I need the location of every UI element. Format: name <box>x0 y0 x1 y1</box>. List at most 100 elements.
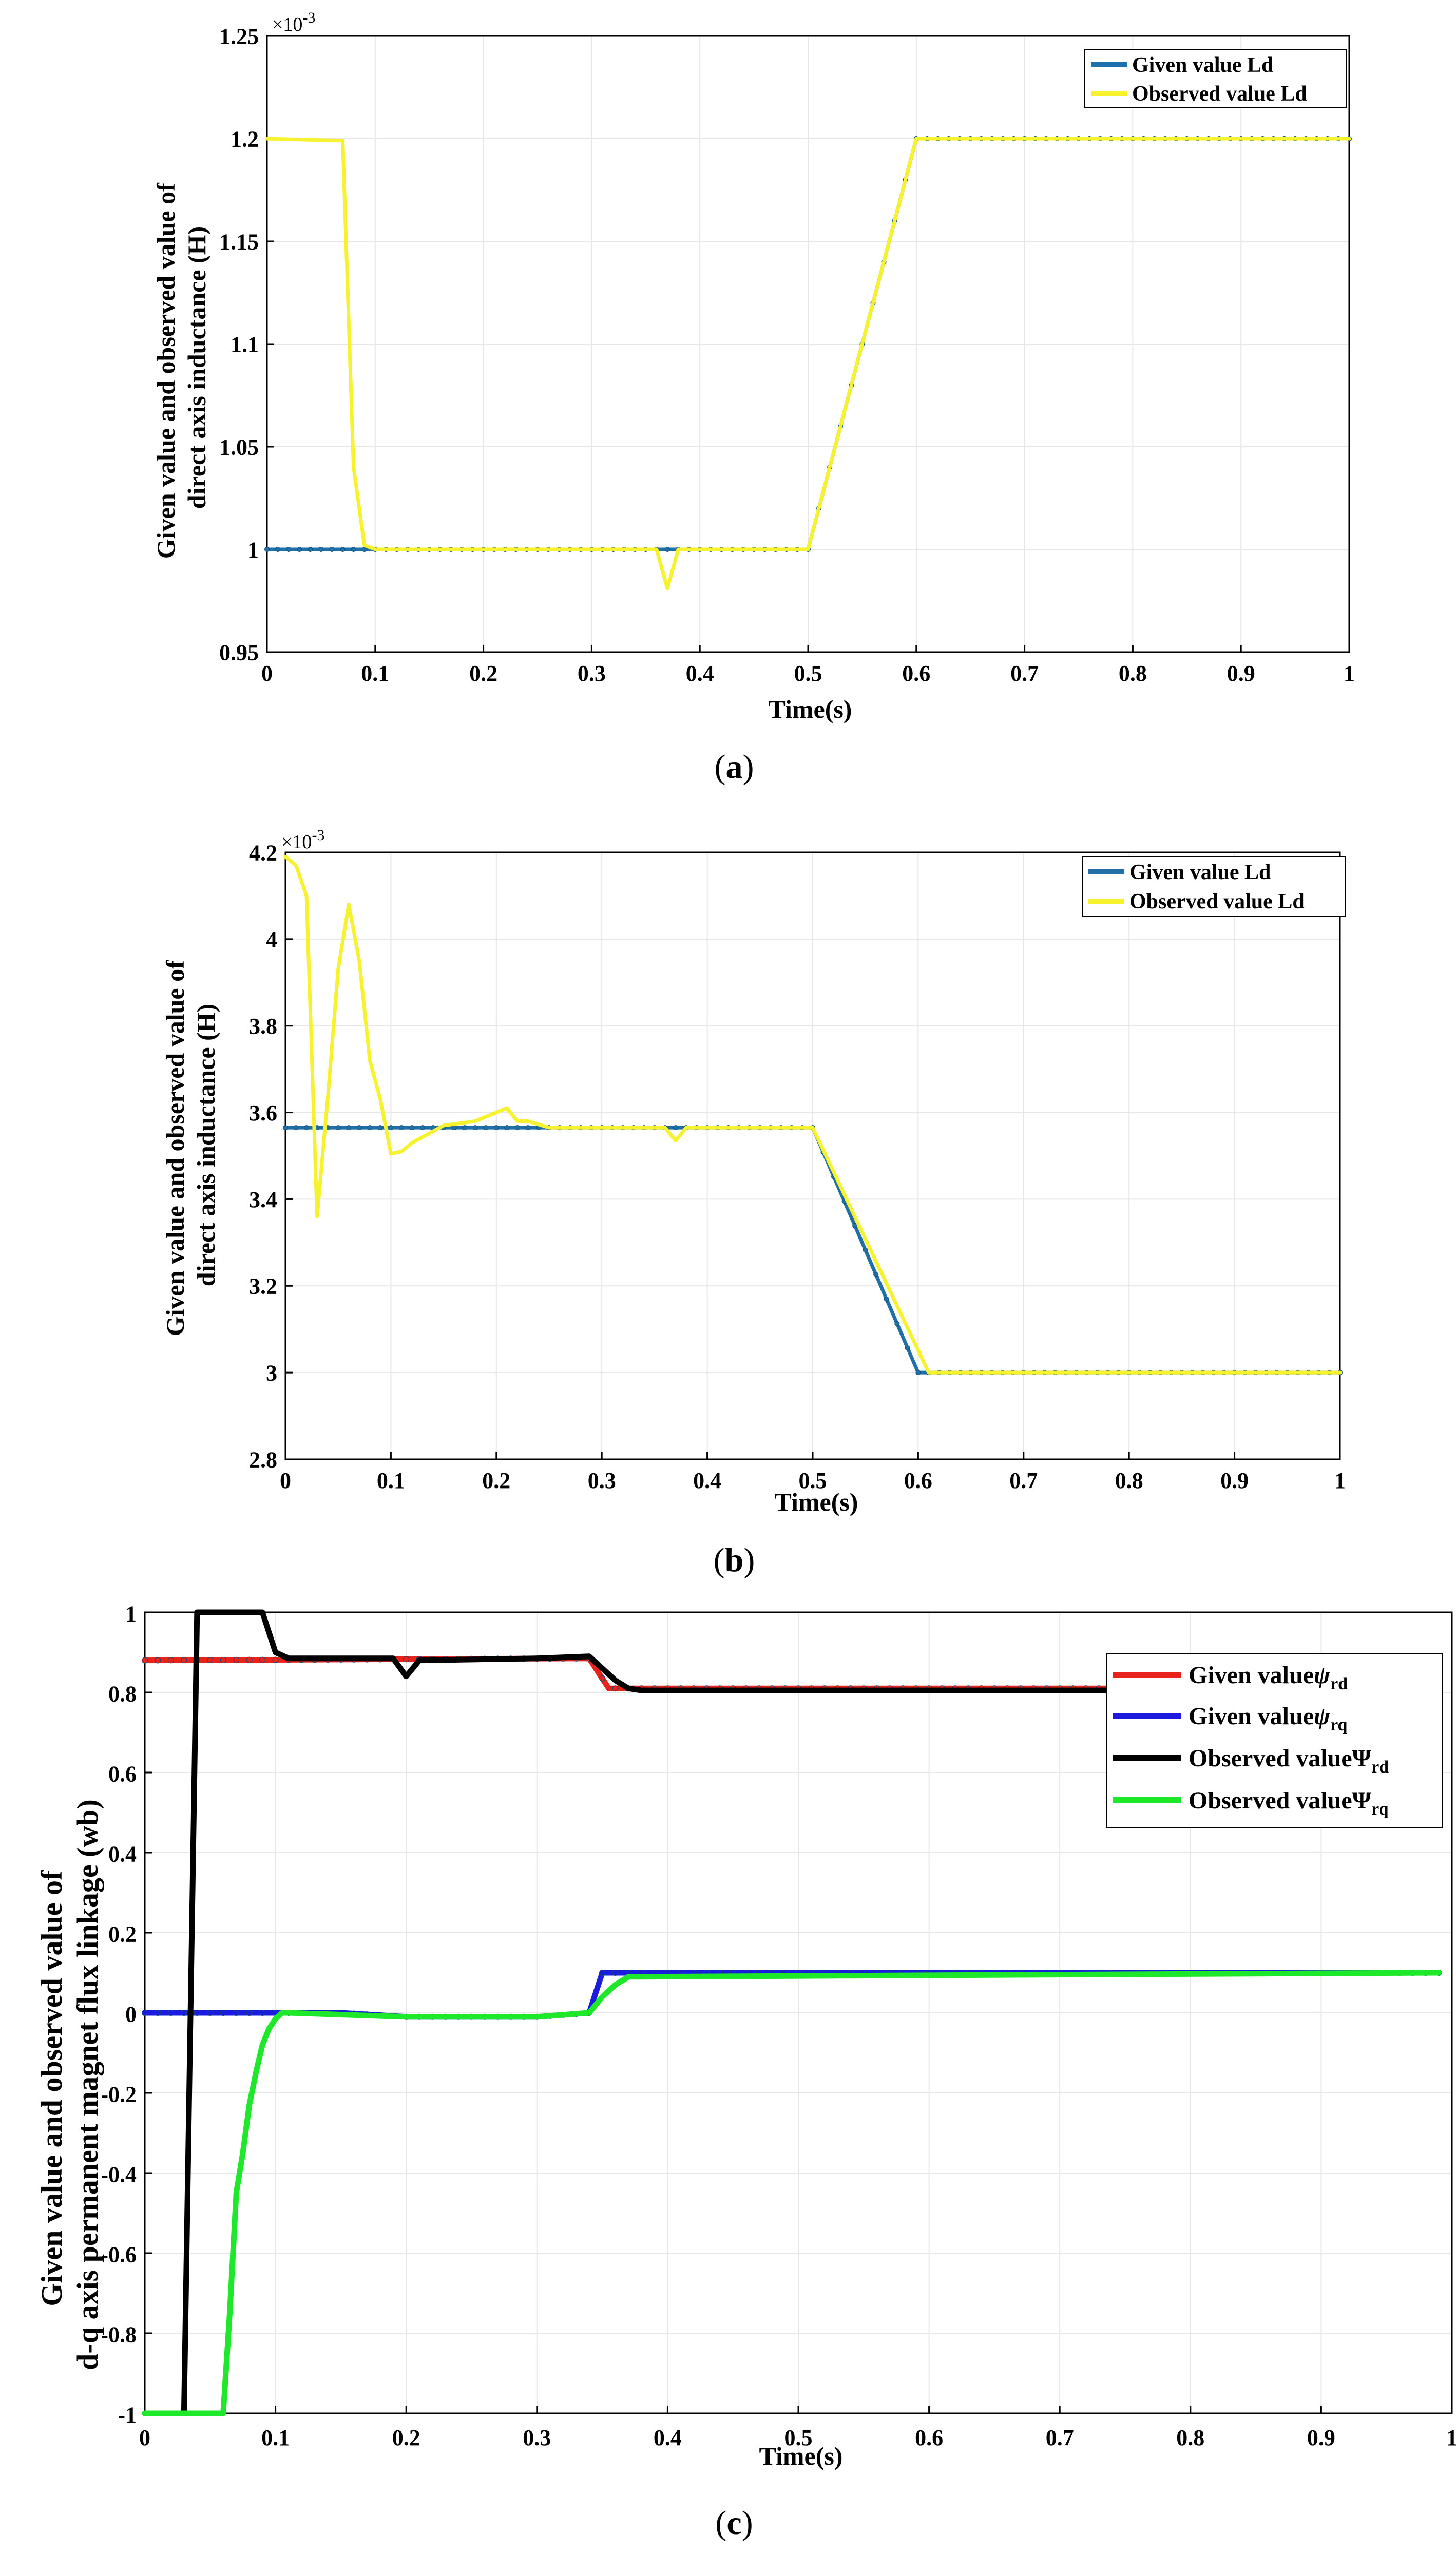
series-marker-b-0 <box>409 1125 415 1131</box>
x-axis-label-c: Time(s) <box>759 2442 843 2470</box>
x-tick-label-c: 0.2 <box>392 2425 420 2450</box>
series-marker-c-1 <box>207 2010 214 2016</box>
x-tick-label-a: 0.9 <box>1227 661 1255 686</box>
series-group-b <box>283 854 1343 1376</box>
series-marker-a-0 <box>664 547 670 552</box>
series-marker-b-0 <box>493 1125 499 1131</box>
series-marker-b-0 <box>335 1125 341 1131</box>
plot-area-a: 0 0.1 0.2 0.3 0.4 0.5 0.6 0.7 0.8 0.9 1 0.95 1 1.05 1.… <box>219 24 1355 686</box>
x-tick-label-b: 0.8 <box>1115 1468 1143 1493</box>
series-line-b-1 <box>283 854 1342 1375</box>
series-marker-b-0 <box>884 1297 889 1302</box>
legend-label-psi-rq-given: Given valueψrq <box>1189 1703 1348 1735</box>
x-axis-label-b: Time(s) <box>775 1488 858 1516</box>
chart-panel-b: 0 0.1 0.2 0.3 0.4 0.5 0.6 0.7 0.8 0.9 1 2.8 3 3.2 3.4 3… <box>161 827 1346 1579</box>
series-marker-b-0 <box>398 1125 404 1131</box>
legend-label-given-a: Given value Ld <box>1132 53 1273 77</box>
exponent-label-a: ×10-3 <box>272 9 315 35</box>
legend-label-psi-rd-given: Given valueψrd <box>1189 1662 1348 1693</box>
legend-c: Given valueψrd Given valueψrq Observed v… <box>1106 1653 1443 1828</box>
y-tick-label-b: 4.2 <box>249 840 277 865</box>
caption-a: (a) <box>715 748 754 786</box>
series-marker-b-0 <box>293 1125 299 1131</box>
legend-label-given-b: Given value Ld <box>1129 861 1271 884</box>
x-tick-label-b: 0.7 <box>1009 1468 1038 1493</box>
exponent-label-b: ×10-3 <box>281 827 324 853</box>
y-tick-label-b: 2.8 <box>249 1447 277 1472</box>
series-marker-c-1 <box>155 2010 161 2016</box>
series-marker-c-0 <box>259 1656 266 1663</box>
legend-label-psi-rd-observed: Observed valueΨrd <box>1189 1745 1389 1777</box>
x-tick-label-b: 0.3 <box>588 1468 616 1493</box>
series-marker-b-0 <box>388 1125 394 1131</box>
x-tick-label-c: 0.3 <box>523 2425 551 2450</box>
series-marker-c-1 <box>142 2010 148 2016</box>
series-marker-b-0 <box>356 1125 362 1131</box>
series-marker-c-1 <box>233 2010 240 2016</box>
x-tick-label-b: 0.5 <box>799 1468 827 1493</box>
series-line-c-3 <box>142 1970 1442 2416</box>
y-tick-label-c: 0.8 <box>108 1682 137 1707</box>
y-tick-label-c: -1 <box>118 2403 137 2428</box>
series-marker-a-0 <box>275 547 281 552</box>
y-tick-label-c: 0.6 <box>108 1762 137 1787</box>
y-tick-label-c: -0.4 <box>101 2162 137 2187</box>
series-marker-c-0 <box>272 1656 279 1663</box>
series-marker-c-0 <box>220 1656 226 1663</box>
series-marker-a-0 <box>308 547 313 552</box>
series-marker-a-0 <box>264 547 270 552</box>
y-axis-label-b: Given value and observed value of direct… <box>161 954 220 1336</box>
y-tick-label-a: 0.95 <box>219 640 259 665</box>
series-line-c-1 <box>142 1970 1442 2020</box>
y-tick-label-a: 1.15 <box>219 229 259 254</box>
series-marker-b-0 <box>863 1247 868 1253</box>
x-tick-label-b: 0 <box>280 1468 291 1493</box>
series-marker-b-0 <box>525 1125 531 1131</box>
y-tick-label-c: -0.2 <box>101 2082 137 2107</box>
x-tick-label-c: 0.1 <box>261 2425 290 2450</box>
series-marker-b-0 <box>915 1370 921 1376</box>
caption-c: (c) <box>715 2504 753 2542</box>
x-tick-label-a: 0.2 <box>469 661 497 686</box>
caption-b: (b) <box>714 1541 755 1579</box>
series-marker-c-0 <box>233 1656 240 1663</box>
series-marker-b-0 <box>673 1125 678 1131</box>
series-marker-b-0 <box>472 1125 478 1131</box>
series-marker-b-0 <box>283 1125 288 1131</box>
series-marker-c-0 <box>246 1656 253 1663</box>
series-marker-a-0 <box>329 547 335 552</box>
x-tick-label-c: 0.4 <box>654 2425 682 2450</box>
y-tick-label-c: 0 <box>125 2002 137 2027</box>
plot-area-b: 0 0.1 0.2 0.3 0.4 0.5 0.6 0.7 0.8 0.9 1 2.8 3 3.2 3.4 3… <box>249 840 1346 1493</box>
y-axis-label-a: Given value and observed value of direct… <box>151 177 211 559</box>
y-tick-label-c: -0.6 <box>101 2242 137 2268</box>
y-tick-label-a: 1 <box>247 537 259 562</box>
series-marker-b-0 <box>346 1125 352 1131</box>
chart-panel-c: 0 0.1 0.2 0.3 0.4 0.5 0.6 0.7 0.8 0.9 1 -1 -0.8 -0.6 -… <box>35 1602 1456 2542</box>
series-marker-c-1 <box>612 1970 619 1976</box>
y-tick-label-c: 0.2 <box>108 1922 137 1947</box>
series-marker-c-0 <box>142 1657 148 1664</box>
series-marker-c-0 <box>167 1657 174 1664</box>
legend-box-a <box>1084 49 1347 108</box>
x-axis-label-a: Time(s) <box>769 695 852 723</box>
x-tick-label-a: 0.1 <box>361 661 389 686</box>
series-marker-a-0 <box>318 547 324 552</box>
plot-area-c: 0 0.1 0.2 0.3 0.4 0.5 0.6 0.7 0.8 0.9 1 -1 -0.8 -0.6 -… <box>101 1602 1456 2451</box>
series-marker-b-0 <box>873 1272 879 1278</box>
x-tick-label-a: 0.8 <box>1119 661 1147 686</box>
y-tick-label-b: 3.2 <box>249 1274 277 1299</box>
x-tick-label-c: 0.7 <box>1046 2425 1074 2450</box>
series-marker-c-0 <box>181 1657 187 1664</box>
x-tick-label-c: 0 <box>139 2425 150 2450</box>
x-tick-label-a: 0.6 <box>902 661 930 686</box>
series-marker-a-0 <box>297 547 302 552</box>
series-marker-b-0 <box>514 1125 520 1131</box>
legend-a: Given value Ld Observed value Ld <box>1084 49 1347 108</box>
series-marker-b-0 <box>304 1125 310 1131</box>
x-tick-label-b: 0.2 <box>482 1468 510 1493</box>
x-tick-label-b: 1 <box>1334 1468 1346 1493</box>
x-tick-label-b: 0.1 <box>377 1468 405 1493</box>
series-marker-c-0 <box>155 1657 161 1664</box>
series-marker-c-0 <box>207 1657 214 1664</box>
